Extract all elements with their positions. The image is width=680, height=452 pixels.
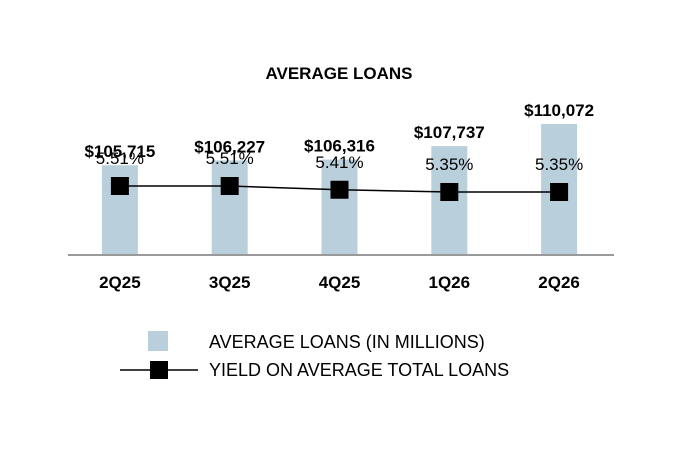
yield-marker-2Q25 (110, 177, 129, 195)
yield-value-label-1Q26: 5.35% (425, 155, 473, 174)
yield-marker-1Q26 (440, 183, 459, 201)
bar-value-label-2Q26: $110,072 (524, 101, 594, 120)
legend: AVERAGE LOANS (IN MILLIONS) YIELD ON AVE… (120, 331, 509, 380)
bar-value-label-1Q26: $107,737 (414, 123, 485, 142)
yield-value-labels: 5.51% 5.51% 5.41% 5.35% 5.35% (96, 149, 583, 174)
bar-4Q25 (321, 159, 358, 255)
yield-value-label-3Q25: 5.51% (206, 149, 254, 168)
legend-marker-yield (150, 361, 168, 379)
yield-value-label-2Q26: 5.35% (535, 155, 583, 174)
bar-value-labels: $105,715 $106,227 $106,316 $107,737 $110,072 (84, 101, 594, 161)
bar-value-label-3Q25: $106,227 (194, 137, 265, 156)
x-tick-label-2Q25: 2Q25 (99, 273, 141, 292)
yield-marker-2Q26 (550, 183, 569, 201)
yield-series (110, 177, 569, 201)
x-tick-label-4Q25: 4Q25 (319, 273, 361, 292)
x-tick-label-2Q26: 2Q26 (538, 273, 580, 292)
legend-label-yield: YIELD ON AVERAGE TOTAL LOANS (209, 360, 509, 380)
bar-value-label-4Q25: $106,316 (304, 137, 375, 156)
bar-3Q25 (211, 160, 248, 255)
legend-swatch-average-loans (148, 331, 168, 351)
x-tick-label-3Q25: 3Q25 (209, 273, 251, 292)
yield-marker-4Q25 (330, 180, 349, 199)
yield-value-label-2Q25: 5.51% (96, 149, 144, 168)
bar-value-label-2Q25: $105,715 (84, 142, 155, 161)
yield-value-label-4Q25: 5.41% (315, 153, 363, 172)
legend-label-average-loans: AVERAGE LOANS (IN MILLIONS) (209, 332, 485, 352)
chart-title: AVERAGE LOANS (265, 64, 412, 83)
x-tick-labels: 2Q25 3Q25 4Q25 1Q26 2Q26 (99, 273, 580, 292)
yield-marker-3Q25 (220, 177, 239, 195)
x-tick-label-1Q26: 1Q26 (429, 273, 471, 292)
